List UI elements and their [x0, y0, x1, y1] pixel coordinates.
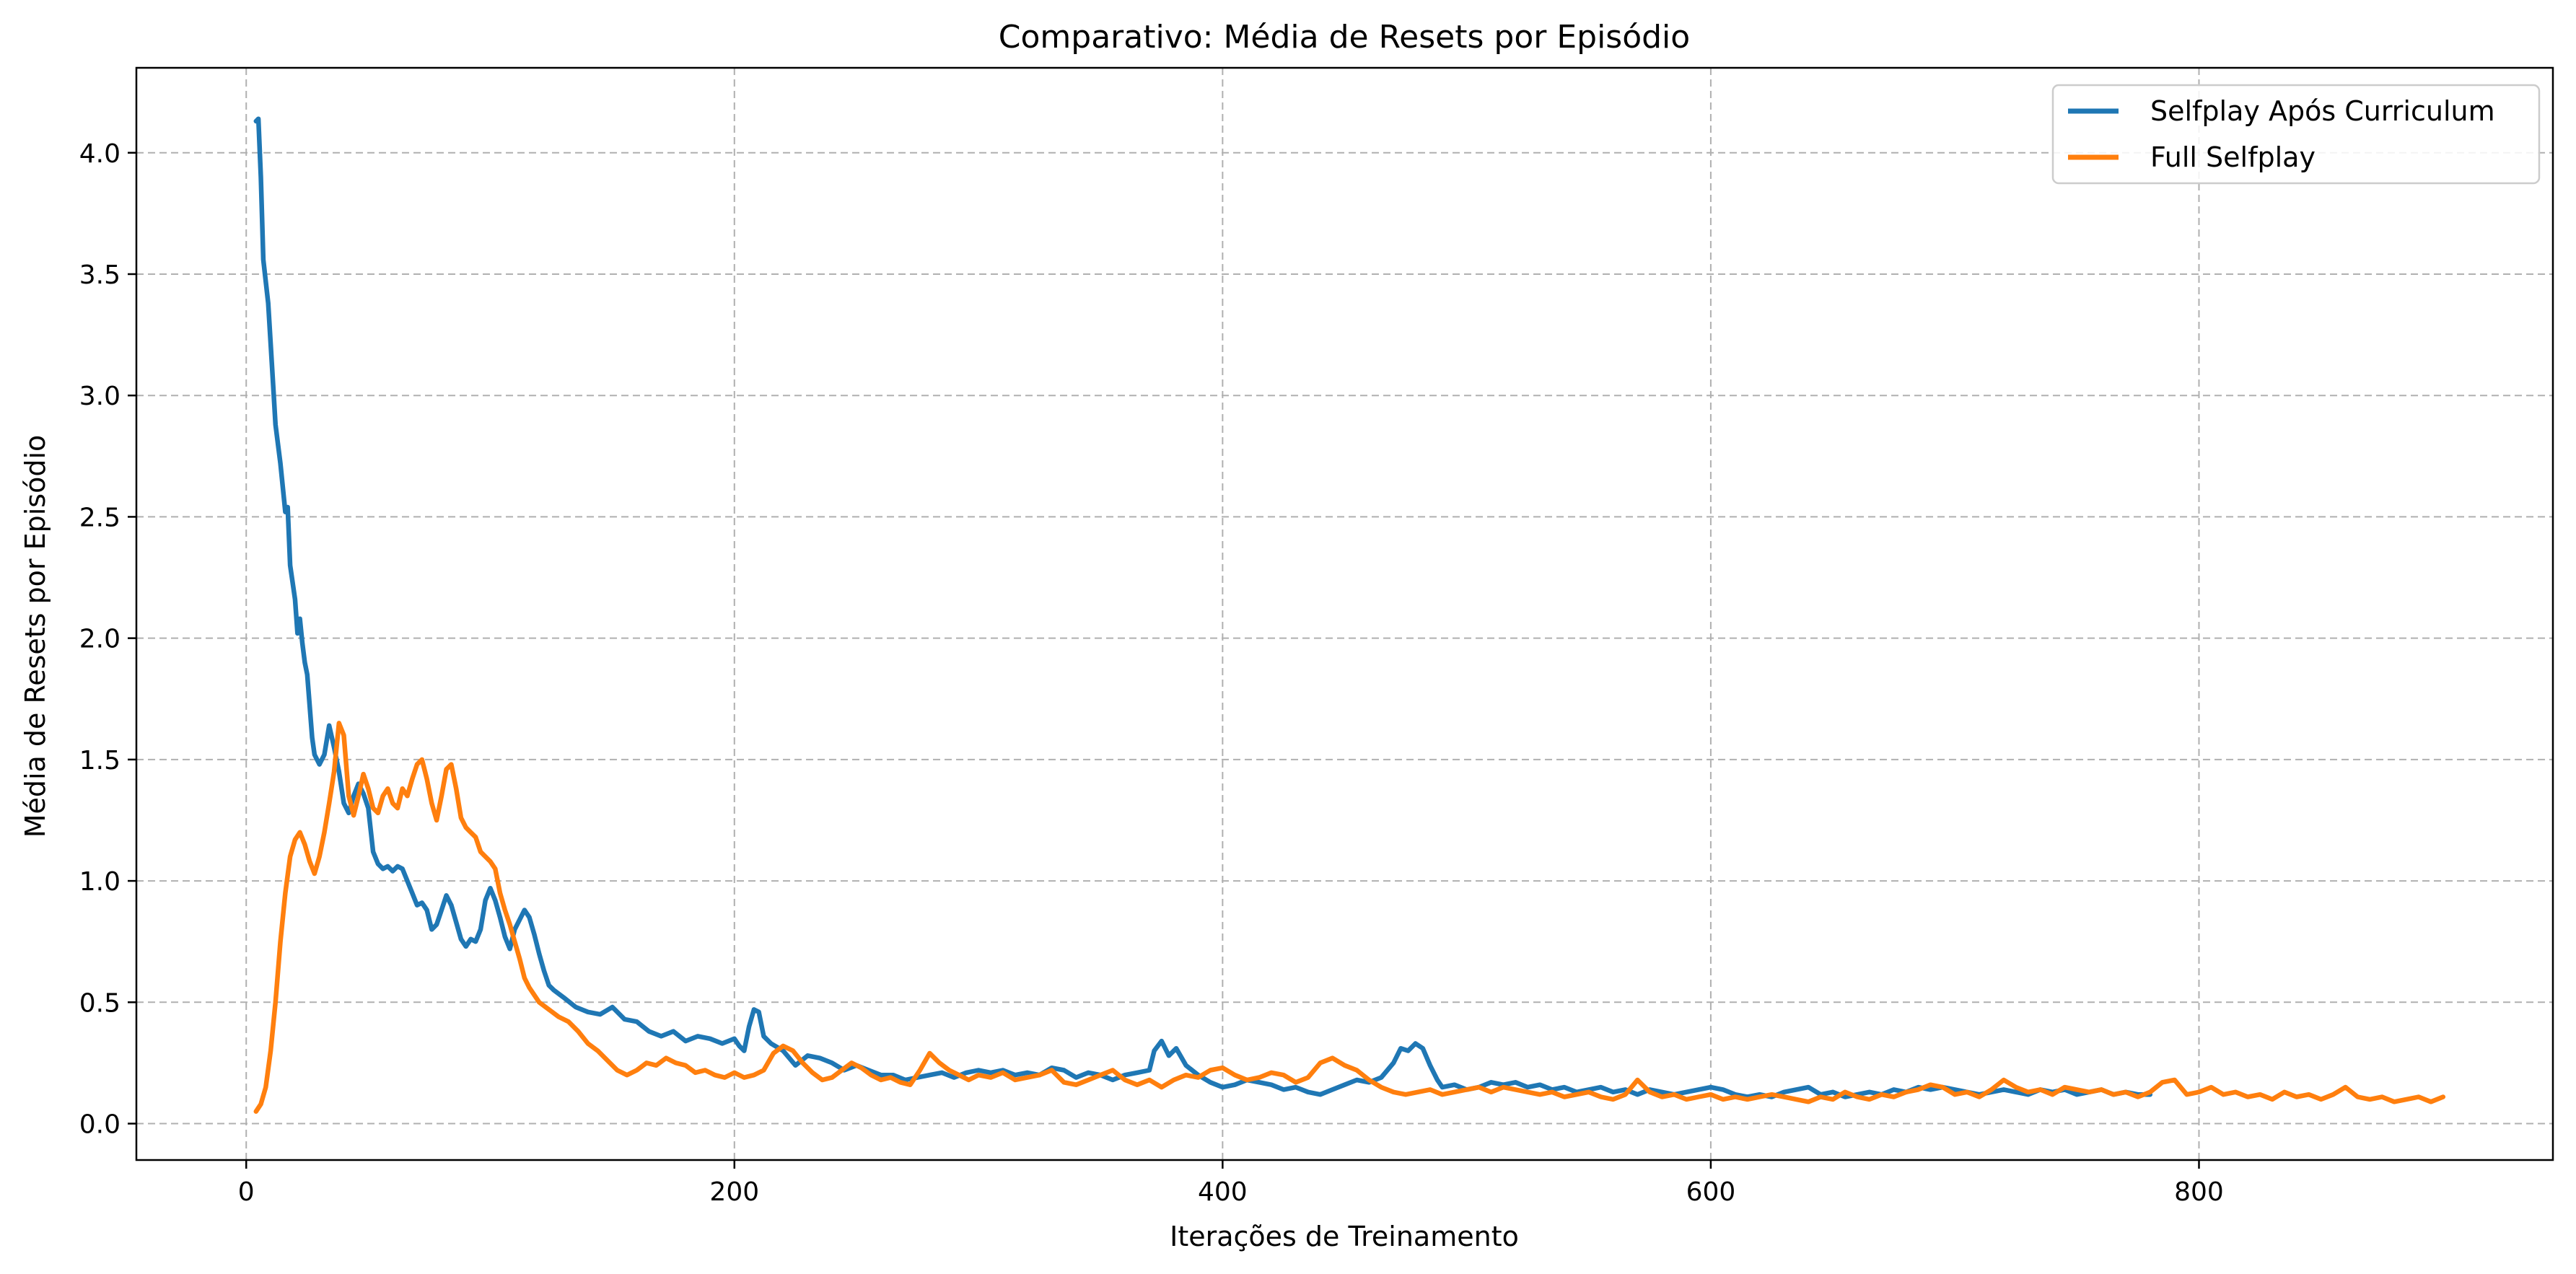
- x-tick-label: 400: [1198, 1177, 1248, 1207]
- x-tick-label: 0: [238, 1177, 255, 1207]
- legend-label-selfplay-apos-curriculum: Selfplay Após Curriculum: [2150, 95, 2495, 127]
- y-tick-label: 2.0: [79, 625, 121, 654]
- y-tick-label: 3.0: [79, 382, 121, 411]
- x-tick-label: 800: [2174, 1177, 2224, 1207]
- chart-title: Comparativo: Média de Resets por Episódi…: [999, 19, 1690, 56]
- y-tick-label: 0.5: [79, 988, 121, 1018]
- legend-box: [2051, 84, 2541, 185]
- y-axis-label: Média de Resets por Episódio: [19, 435, 51, 838]
- y-tick-label: 0.0: [79, 1110, 121, 1140]
- y-tick-label: 2.5: [79, 503, 121, 532]
- x-tick-label: 600: [1686, 1177, 1736, 1207]
- legend-label-full-selfplay: Full Selfplay: [2150, 141, 2316, 173]
- y-tick-label: 1.5: [79, 746, 121, 776]
- plot-frame: [135, 66, 2554, 1161]
- x-axis: 0 200 400 600 800: [238, 1160, 2224, 1207]
- series-layer: [253, 116, 2446, 1114]
- y-tick-label: 3.5: [79, 260, 121, 290]
- series-line-full-selfplay: [253, 721, 2446, 1114]
- legend: Selfplay Após Curriculum Full Selfplay: [2051, 84, 2541, 185]
- y-axis: 0.0 0.5 1.0 1.5 2.0 2.5 3.0 3.5 4.0: [79, 139, 136, 1140]
- y-tick-label: 1.0: [79, 867, 121, 897]
- series-line-selfplay-apos-curriculum: [253, 116, 2153, 1099]
- x-axis-label: Iterações de Treinamento: [1170, 1221, 1519, 1252]
- y-tick-label: 4.0: [79, 139, 121, 169]
- x-tick-label: 200: [709, 1177, 759, 1207]
